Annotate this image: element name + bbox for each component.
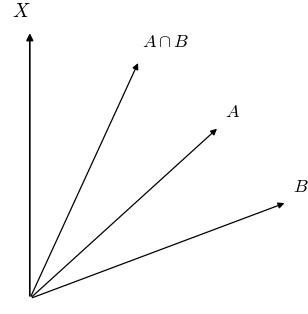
Text: $A \cap B$: $A \cap B$ bbox=[142, 34, 190, 51]
Text: $A$: $A$ bbox=[225, 103, 240, 121]
Text: $X$: $X$ bbox=[12, 2, 30, 21]
Text: $B$: $B$ bbox=[293, 178, 308, 196]
